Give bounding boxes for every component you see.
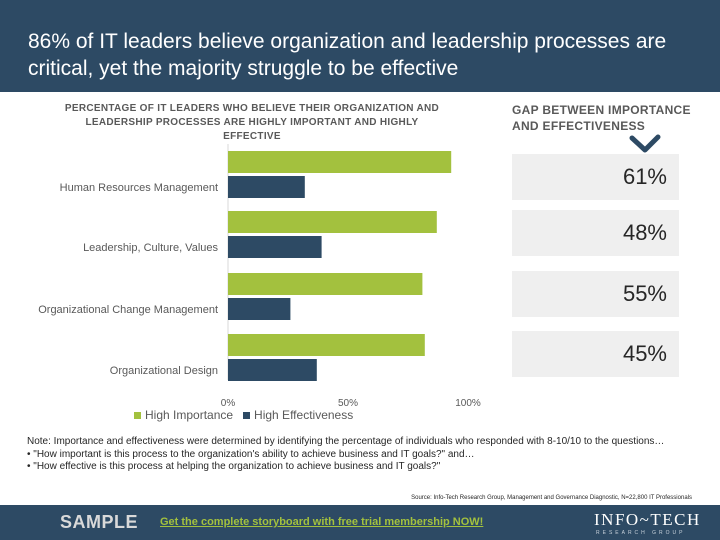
- bar-effectiveness: [228, 298, 291, 320]
- gap-value-change: 55%: [622, 281, 667, 306]
- legend-item-effectiveness: High Effectiveness: [243, 408, 353, 422]
- note-line: Note: Importance and effectiveness were …: [27, 436, 665, 447]
- source-citation: Source: Info-Tech Research Group, Manage…: [411, 495, 692, 501]
- info-tech-logo: INFO~TECH: [594, 510, 701, 529]
- gap-box-leadership: 48%: [512, 210, 679, 256]
- bar-effectiveness: [228, 359, 317, 381]
- bar-chart: Human Resources Management Leadership, Cu…: [38, 144, 481, 409]
- chart-title: PERCENTAGE OF IT LEADERS WHO BELIEVE THE…: [64, 103, 440, 142]
- gap-value-hr: 61%: [622, 164, 667, 189]
- category-label: Leadership, Culture, Values: [83, 242, 218, 254]
- legend-label-importance: High Importance: [145, 408, 234, 422]
- x-tick-label: 100%: [455, 398, 481, 409]
- bar-importance: [228, 211, 437, 233]
- bar-importance: [228, 273, 423, 295]
- x-tick-label: 50%: [338, 398, 358, 409]
- note: Note: Importance and effectiveness were …: [27, 436, 707, 474]
- bar-importance: [228, 334, 425, 356]
- gap-value-leadership: 48%: [622, 220, 667, 245]
- legend-label-effectiveness: High Effectiveness: [254, 408, 354, 422]
- category-label: Organizational Change Management: [38, 304, 218, 316]
- category-label: Human Resources Management: [60, 182, 218, 194]
- bar-effectiveness: [228, 176, 305, 198]
- footer-bar: SAMPLE Get the complete storyboard with …: [0, 505, 720, 540]
- legend-swatch-effectiveness: [243, 411, 251, 419]
- page-title: 86% of IT leaders believe organization a…: [28, 30, 667, 80]
- gap-value-design: 45%: [622, 341, 667, 366]
- trial-membership-link[interactable]: Get the complete storyboard with free tr…: [160, 516, 484, 528]
- bar-importance: [228, 151, 452, 173]
- info-tech-logo-subtitle: RESEARCH GROUP: [596, 530, 686, 536]
- note-bullet: • "How important is this process to the …: [27, 448, 475, 460]
- gap-box-change: 55%: [512, 271, 679, 317]
- legend-swatch-importance: [134, 411, 141, 419]
- legend-item-importance: High Importance: [134, 408, 233, 422]
- checkmark-icon: [629, 134, 661, 153]
- note-bullet: • "How effective is this process at help…: [27, 461, 441, 472]
- gap-box-design: 45%: [512, 331, 679, 377]
- x-tick-label: 0%: [221, 398, 236, 409]
- sample-label: SAMPLE: [60, 512, 139, 532]
- gap-box-hr: 61%: [512, 154, 679, 200]
- header-bar: 86% of IT leaders believe organization a…: [0, 0, 720, 92]
- category-label: Organizational Design: [110, 365, 218, 377]
- bar-effectiveness: [228, 236, 322, 258]
- chart-legend: High Importance High Effectiveness: [134, 408, 353, 422]
- gap-title: GAP BETWEEN IMPORTANCE AND EFFECTIVENESS: [512, 103, 691, 133]
